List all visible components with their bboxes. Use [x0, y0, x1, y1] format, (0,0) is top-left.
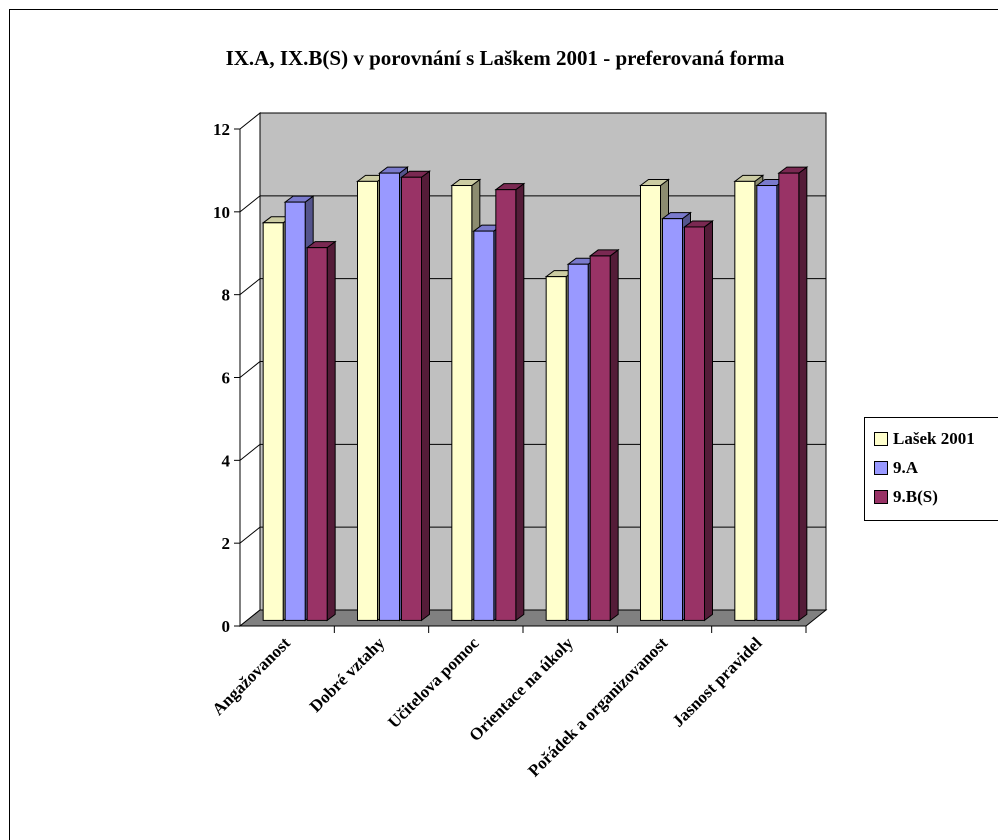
- y-tick-label: 0: [222, 617, 231, 636]
- bar-1-4: [545, 276, 567, 621]
- category-label: Učitelova pomoc: [384, 633, 483, 732]
- legend-swatch: [874, 489, 888, 504]
- bar-1-1: [262, 222, 284, 621]
- bar-side: [421, 170, 430, 622]
- gridline-side: [239, 195, 261, 213]
- bar-1-5: [640, 185, 661, 621]
- bar-2-1: [284, 201, 306, 621]
- bar-2-6: [756, 185, 778, 621]
- bar-2-4: [567, 263, 589, 621]
- bar-2-5: [662, 218, 683, 621]
- category-label: Dobré vztahy: [306, 633, 389, 716]
- legend-swatch: [874, 431, 888, 446]
- legend-label: Lašek 2001: [893, 428, 975, 448]
- bar-2-3: [473, 230, 495, 621]
- category-label: Angažovanost: [208, 633, 294, 719]
- y-tick-label: 6: [222, 369, 231, 388]
- bar-2-2: [379, 172, 400, 621]
- category-label: Orientace na úkoly: [465, 633, 577, 745]
- y-tick-label: 8: [222, 286, 231, 305]
- gridline-side: [239, 526, 261, 544]
- bar-side: [515, 182, 525, 622]
- y-tick-label: 4: [222, 451, 231, 470]
- chart-title: IX.A, IX.B(S) v porovnání s Laškem 2001 …: [225, 46, 785, 70]
- bar-3-1: [306, 247, 328, 621]
- legend-label: 9.A: [893, 457, 919, 477]
- category-label: Jasnost pravidel: [668, 633, 765, 730]
- bar-side: [798, 166, 808, 622]
- bar-3-4: [589, 255, 611, 621]
- bar-1-2: [357, 180, 378, 621]
- chart-frame: [9, 9, 998, 840]
- bar-side: [609, 248, 619, 622]
- legend-swatch: [874, 460, 888, 475]
- legend-item: 9.B(S): [874, 482, 998, 511]
- y-tick-label: 2: [222, 534, 231, 553]
- bar-1-6: [734, 180, 756, 621]
- bar-1-3: [451, 185, 473, 621]
- legend: Lašek 2001 9.A 9.B(S): [864, 417, 998, 521]
- legend-label: 9.B(S): [893, 486, 938, 506]
- legend-item: 9.A: [874, 453, 998, 482]
- gridline-side: [239, 361, 261, 378]
- gridline-side: [239, 443, 261, 461]
- bar-3-5: [684, 226, 705, 621]
- bar-3-3: [495, 189, 517, 621]
- bar-side: [704, 219, 713, 622]
- gridline-side: [239, 278, 261, 296]
- bar-3-2: [401, 176, 422, 621]
- y-tick-label: 12: [213, 120, 230, 139]
- legend-item: Lašek 2001: [874, 424, 998, 453]
- bar-3-6: [778, 172, 800, 621]
- bar-side: [326, 240, 336, 622]
- y-tick-label: 10: [213, 203, 230, 222]
